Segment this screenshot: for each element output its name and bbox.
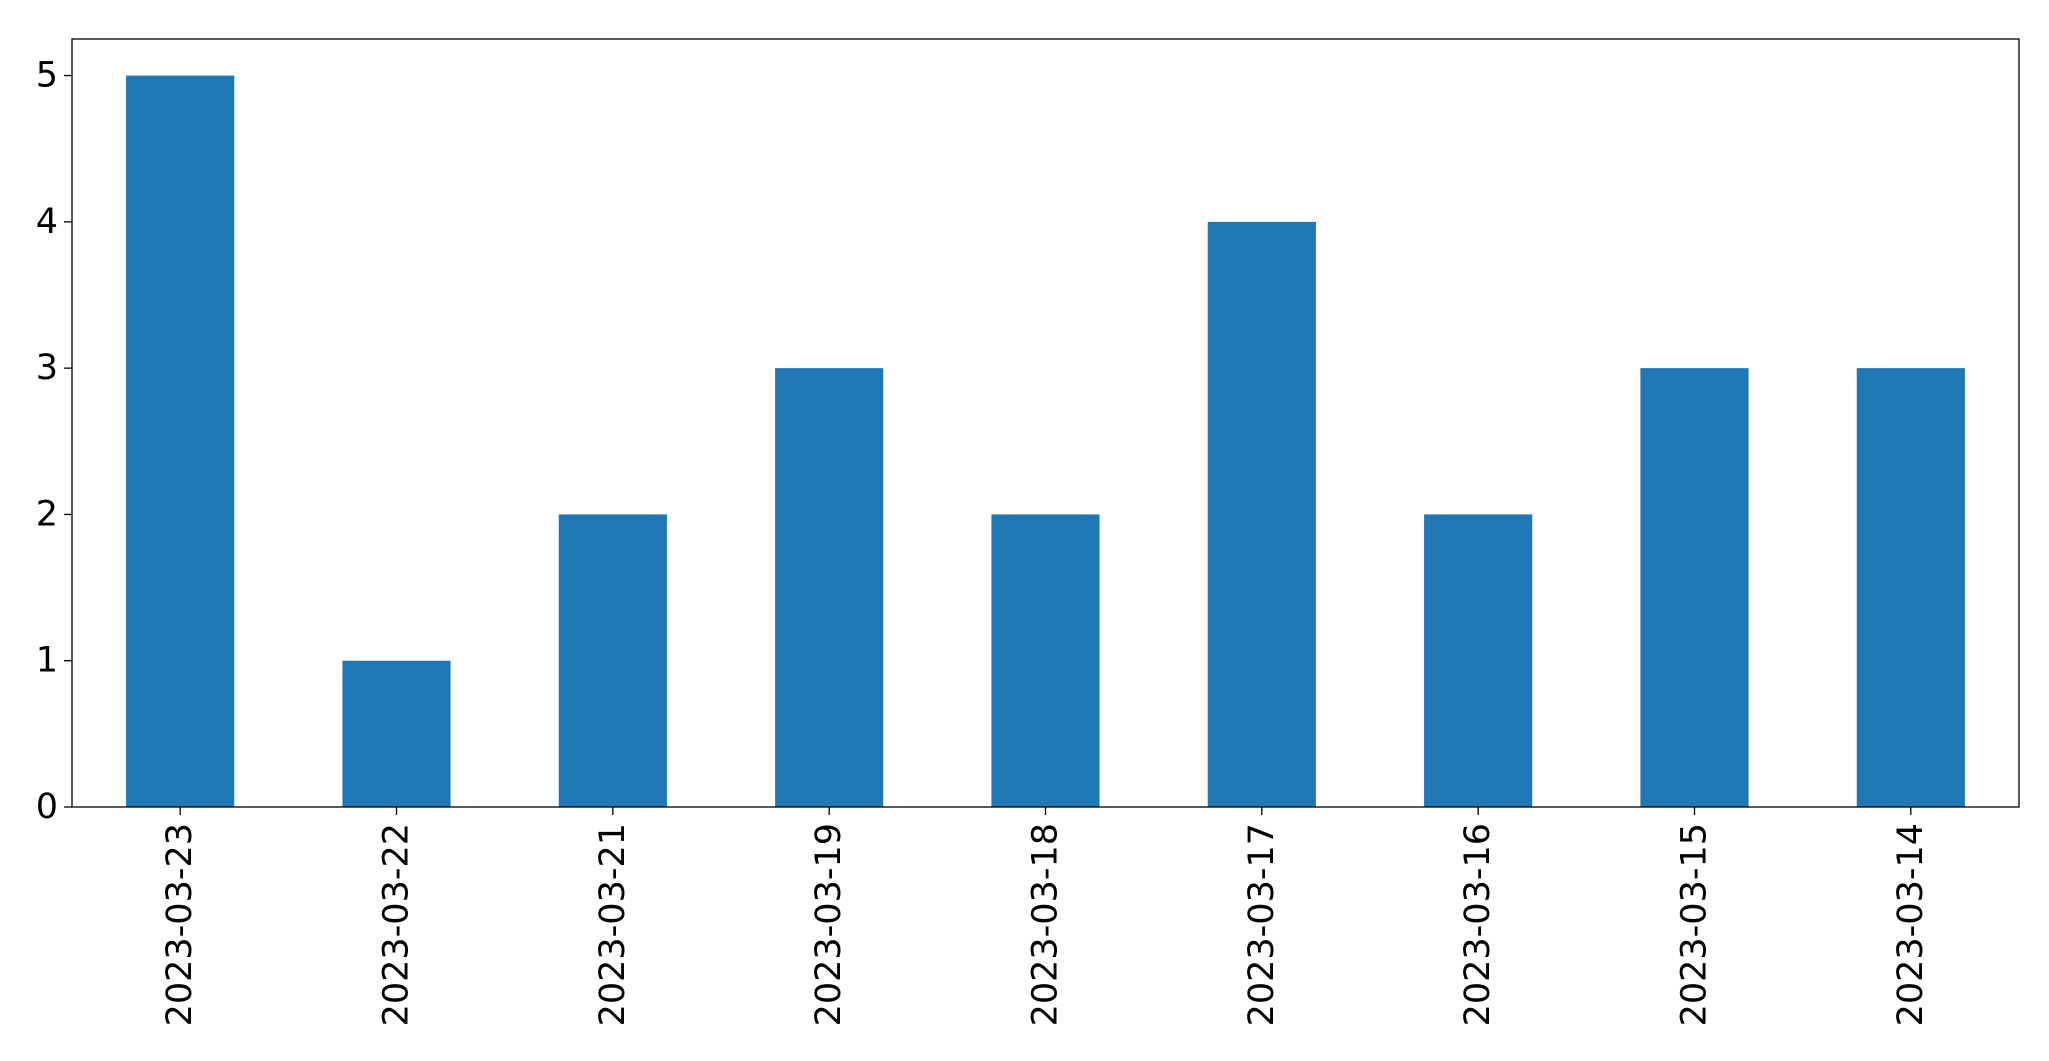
bars-group — [126, 75, 1965, 808]
plot-frame — [71, 38, 2020, 808]
bar-2023-03-23 — [126, 75, 235, 808]
x-tick-label: 2023-03-14 — [1891, 823, 1931, 1026]
y-tick-label: 1 — [36, 641, 58, 681]
x-tick-label: 2023-03-21 — [593, 823, 633, 1026]
bar-2023-03-14 — [1856, 368, 1965, 807]
x-axis: 2023-03-23 2023-03-22 2023-03-21 2023-03-19… — [160, 807, 1931, 1026]
x-tick-label: 2023-03-15 — [1675, 823, 1715, 1026]
y-tick-label: 5 — [36, 56, 58, 96]
bar-2023-03-17 — [1207, 221, 1316, 807]
bar-2023-03-19 — [775, 368, 884, 807]
y-tick-label: 0 — [36, 787, 58, 827]
y-tick-label: 2 — [36, 494, 58, 534]
bar-2023-03-18 — [991, 514, 1100, 807]
x-tick-label: 2023-03-22 — [377, 823, 417, 1026]
bar-2023-03-22 — [342, 660, 451, 807]
x-tick-label: 2023-03-19 — [809, 823, 849, 1026]
y-axis: 0 1 2 3 4 5 — [36, 56, 72, 827]
x-tick-label: 2023-03-16 — [1458, 823, 1498, 1026]
bar-2023-03-15 — [1640, 368, 1749, 807]
y-tick-label: 4 — [36, 202, 58, 242]
bar-2023-03-16 — [1424, 514, 1533, 807]
x-tick-label: 2023-03-17 — [1242, 823, 1282, 1026]
x-tick-label: 2023-03-18 — [1026, 823, 1066, 1026]
bar-2023-03-21 — [558, 514, 667, 807]
y-tick-label: 3 — [36, 348, 58, 388]
x-tick-label: 2023-03-23 — [160, 823, 200, 1026]
